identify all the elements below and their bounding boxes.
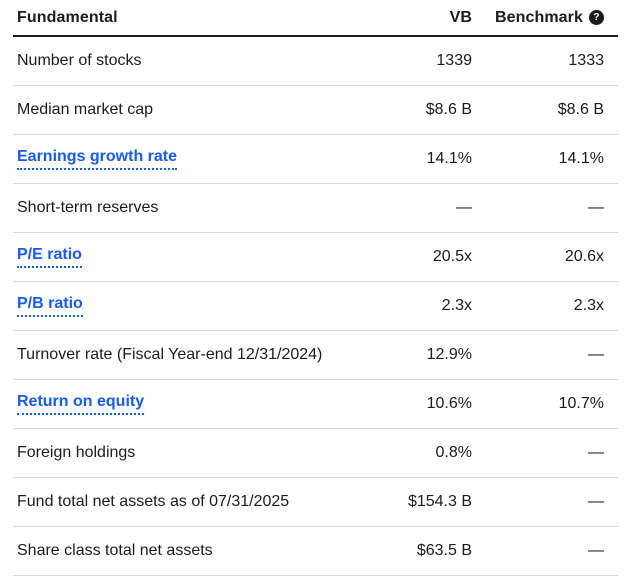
- vb-value: 1339: [436, 52, 472, 69]
- benchmark-value: —: [588, 542, 604, 559]
- fundamentals-table: Fundamental VB Benchmark ? Number of sto…: [13, 0, 618, 576]
- row-label-cell: Turnover rate (Fiscal Year-end 12/31/202…: [13, 346, 352, 364]
- vb-value: —: [456, 199, 472, 216]
- table-row: P/B ratio 2.3x 2.3x: [13, 282, 618, 331]
- column-header-benchmark: Benchmark ?: [472, 9, 618, 27]
- row-label-cell: P/B ratio: [13, 295, 352, 317]
- column-header-fundamental: Fundamental: [17, 8, 118, 26]
- benchmark-value: —: [588, 493, 604, 510]
- row-label-cell: Fund total net assets as of 07/31/2025: [13, 493, 352, 511]
- vb-value: 0.8%: [435, 444, 472, 461]
- benchmark-help-icon[interactable]: ?: [589, 10, 604, 25]
- benchmark-value: $8.6 B: [557, 101, 604, 118]
- vb-value: 2.3x: [441, 297, 472, 314]
- row-label-cell: Share class total net assets: [13, 542, 352, 560]
- row-label-cell: Short-term reserves: [13, 199, 352, 217]
- row-label: Median market cap: [17, 101, 154, 118]
- table-row: Fund total net assets as of 07/31/2025 $…: [13, 478, 618, 527]
- benchmark-value: —: [588, 346, 604, 363]
- vb-value: 20.5x: [432, 248, 472, 265]
- table-row: Turnover rate (Fiscal Year-end 12/31/202…: [13, 331, 618, 380]
- row-label-cell: Earnings growth rate: [13, 148, 352, 170]
- benchmark-value: 20.6x: [564, 248, 604, 265]
- row-label-link[interactable]: Earnings growth rate: [17, 148, 178, 170]
- benchmark-value: —: [588, 199, 604, 216]
- table-header-row: Fundamental VB Benchmark ?: [13, 0, 618, 37]
- row-label-link[interactable]: P/B ratio: [17, 295, 83, 317]
- row-label-cell: Return on equity: [13, 393, 352, 415]
- table-row: Return on equity 10.6% 10.7%: [13, 380, 618, 429]
- row-label-link[interactable]: P/E ratio: [17, 246, 82, 268]
- vb-value: $63.5 B: [416, 542, 472, 559]
- benchmark-value: 2.3x: [573, 297, 604, 314]
- column-header-vb: VB: [449, 8, 472, 26]
- table-row: Median market cap $8.6 B $8.6 B: [13, 86, 618, 135]
- benchmark-value: 1333: [568, 52, 604, 69]
- vb-value: 14.1%: [426, 150, 472, 167]
- benchmark-header-label: Benchmark: [494, 8, 583, 26]
- table-row: Earnings growth rate 14.1% 14.1%: [13, 135, 618, 184]
- row-label-cell: Number of stocks: [13, 52, 352, 70]
- row-label-cell: Median market cap: [13, 101, 352, 119]
- benchmark-value: —: [588, 444, 604, 461]
- vb-value: 12.9%: [426, 346, 472, 363]
- table-row: Foreign holdings 0.8% —: [13, 429, 618, 478]
- table-row: P/E ratio 20.5x 20.6x: [13, 233, 618, 282]
- row-label-link[interactable]: Return on equity: [17, 393, 145, 415]
- row-label-cell: P/E ratio: [13, 246, 352, 268]
- row-label-cell: Foreign holdings: [13, 444, 352, 462]
- row-label: Foreign holdings: [17, 444, 136, 461]
- vb-value: $154.3 B: [407, 493, 472, 510]
- table-row: Short-term reserves — —: [13, 184, 618, 233]
- vb-value: 10.6%: [426, 395, 472, 412]
- row-label: Number of stocks: [17, 52, 142, 69]
- row-label: Fund total net assets as of 07/31/2025: [17, 493, 290, 510]
- vb-value: $8.6 B: [425, 101, 472, 118]
- row-label: Share class total net assets: [17, 542, 213, 559]
- row-label: Turnover rate (Fiscal Year-end 12/31/202…: [17, 346, 323, 363]
- table-row: Number of stocks 1339 1333: [13, 37, 618, 86]
- benchmark-value: 14.1%: [558, 150, 604, 167]
- benchmark-value: 10.7%: [558, 395, 604, 412]
- table-row: Share class total net assets $63.5 B —: [13, 527, 618, 576]
- table-body: Number of stocks 1339 1333 Median market…: [13, 37, 618, 576]
- row-label: Short-term reserves: [17, 199, 159, 216]
